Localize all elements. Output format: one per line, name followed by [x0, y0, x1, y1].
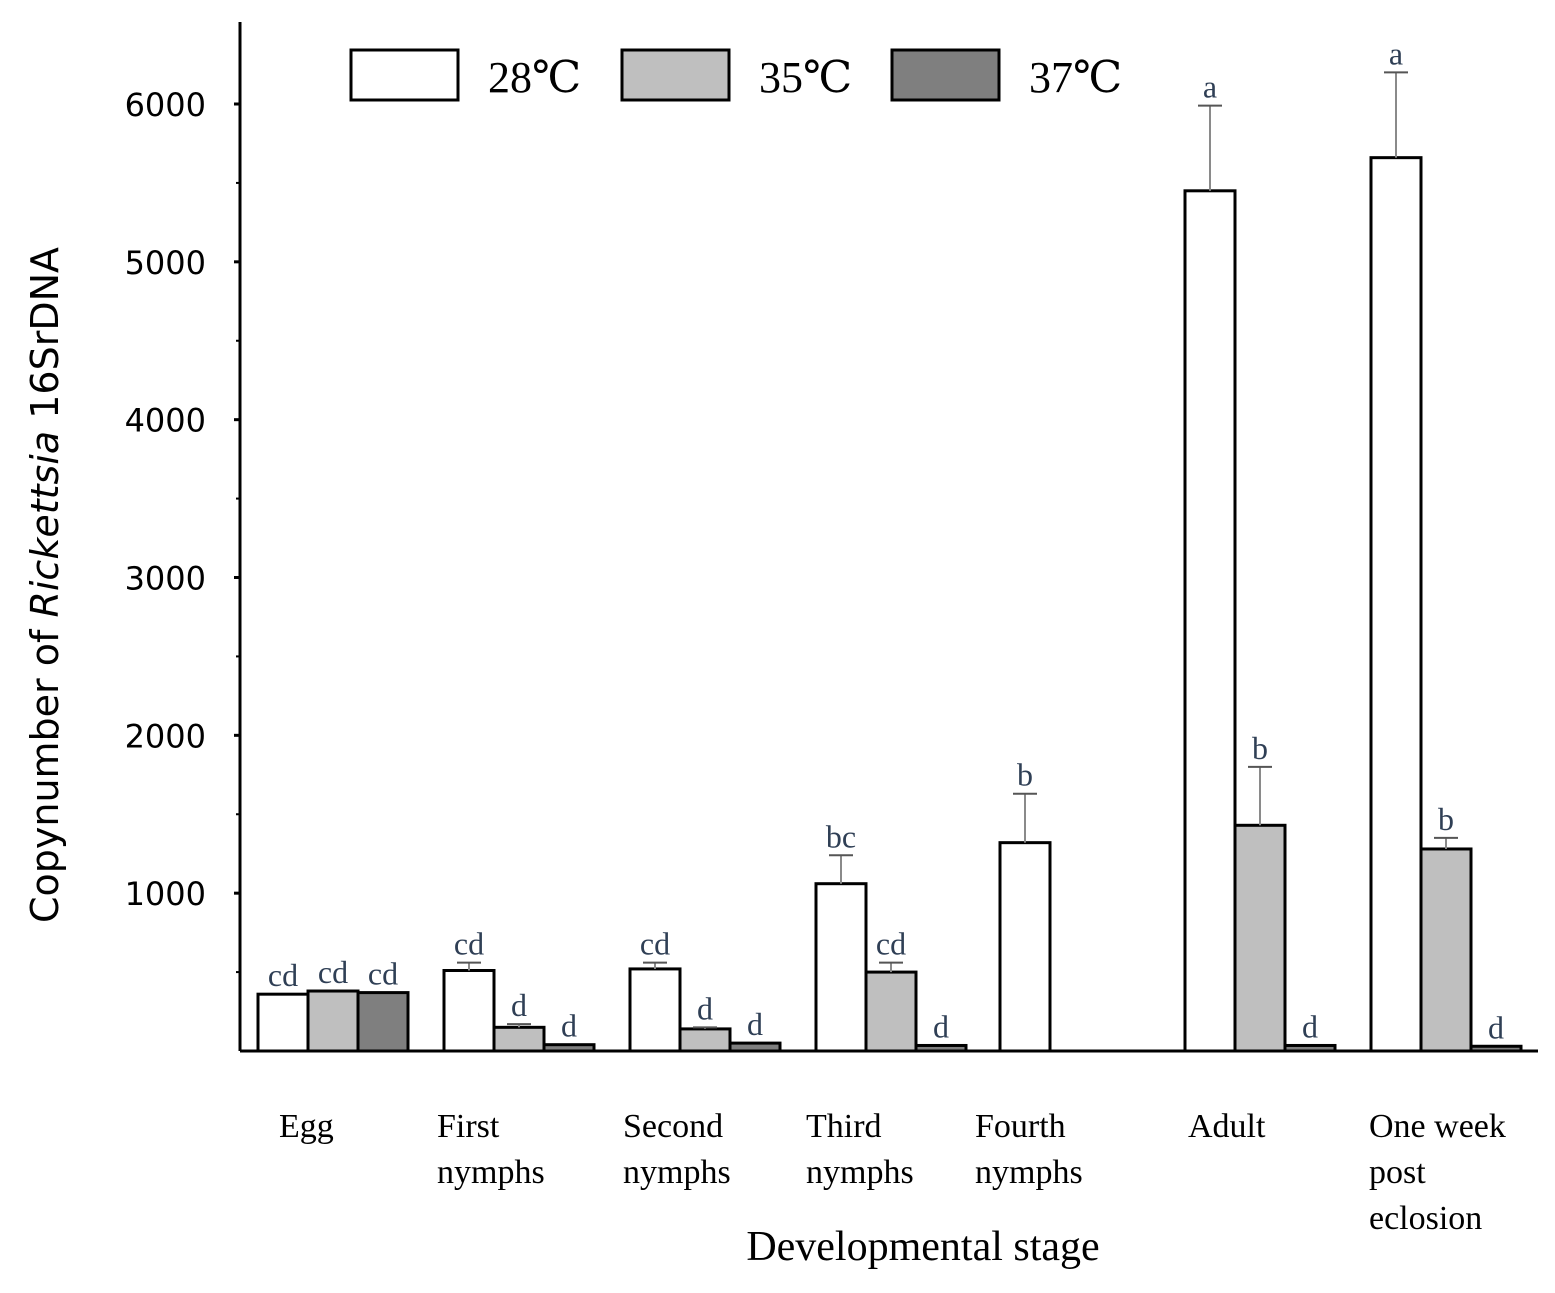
x-tick-label-line: Adult	[1188, 1108, 1266, 1145]
bar	[1183, 189, 1237, 1053]
significance-letter: cd	[318, 954, 348, 990]
bar	[256, 992, 310, 1053]
x-tick-label: Fourth nymphs	[975, 1108, 1083, 1191]
x-tick-label-line: nymphs	[806, 1154, 914, 1191]
significance-letter: d	[561, 1008, 577, 1044]
significance-letter: d	[511, 987, 527, 1023]
bar	[1233, 823, 1287, 1053]
bar	[814, 882, 868, 1053]
x-tick-label-line: Second	[623, 1108, 723, 1145]
significance-letter: cd	[640, 926, 670, 962]
y-tick-label: 4000	[125, 402, 206, 440]
significance-letter: d	[747, 1006, 763, 1042]
x-tick-label: Egg	[279, 1108, 334, 1145]
legend-label: 28℃	[488, 53, 581, 102]
legend-label: 35℃	[759, 53, 852, 102]
significance-letter: a	[1203, 69, 1217, 105]
y-tick-label: 2000	[125, 717, 206, 755]
x-tick-label: Second nymphs	[623, 1108, 731, 1191]
bar	[442, 969, 496, 1053]
y-tick-label: 6000	[125, 86, 206, 124]
x-tick-label: First nymphs	[437, 1108, 545, 1191]
legend-label: 37℃	[1029, 53, 1122, 102]
bar	[678, 1027, 732, 1053]
significance-letter: cd	[268, 957, 298, 993]
significance-letter: b	[1438, 801, 1454, 837]
bar	[356, 991, 410, 1053]
x-tick-label-line: Fourth	[975, 1108, 1066, 1145]
bar	[1369, 156, 1423, 1053]
x-tick-label-line: One week	[1369, 1108, 1506, 1145]
significance-letter: b	[1252, 730, 1268, 766]
significance-letter: d	[697, 990, 713, 1026]
legend-swatch	[890, 48, 1001, 102]
x-tick-label-line: Third	[806, 1108, 882, 1145]
significance-letter: d	[933, 1008, 949, 1044]
legend-swatch	[620, 48, 731, 102]
legend: 28℃ 35℃ 37℃	[349, 48, 1122, 102]
x-tick-label-line: eclosion	[1369, 1200, 1482, 1237]
y-axis-title-prefix: Copynumber of	[23, 618, 67, 923]
significance-letter: d	[1302, 1008, 1318, 1044]
y-axis: 1000 2000 3000 4000 5000 6000	[125, 22, 242, 1051]
x-tick-label-line: nymphs	[623, 1154, 731, 1191]
x-tick-label-line: nymphs	[975, 1154, 1083, 1191]
y-tick-label: 1000	[125, 875, 206, 913]
x-tick-label: Third nymphs	[806, 1108, 914, 1191]
legend-swatch	[349, 48, 460, 102]
bar	[306, 989, 360, 1053]
y-tick-label: 5000	[125, 244, 206, 282]
bar	[998, 841, 1052, 1053]
significance-letter: cd	[876, 926, 906, 962]
y-axis-title-suffix: 16SrDNA	[23, 247, 67, 431]
significance-letter: a	[1389, 35, 1403, 71]
bar	[492, 1025, 546, 1053]
x-tick-label-line: Egg	[279, 1108, 334, 1145]
significance-letter: cd	[454, 926, 484, 962]
y-axis-title: Copynumber of Rickettsia 16SrDNA	[23, 247, 67, 923]
x-tick-label-line: post	[1369, 1154, 1426, 1191]
significance-letter: cd	[368, 956, 398, 992]
y-axis-title-italic: Rickettsia	[23, 431, 67, 618]
x-tick-label-line: First	[437, 1108, 500, 1145]
significance-letter: b	[1017, 757, 1033, 793]
bar	[628, 967, 682, 1053]
x-tick-label: Adult	[1188, 1108, 1266, 1145]
y-tick-label: 3000	[125, 560, 206, 598]
x-axis-title: Developmental stage	[746, 1224, 1099, 1270]
x-tick-label: One week post eclosion	[1369, 1108, 1506, 1237]
x-tick-label-line: nymphs	[437, 1154, 545, 1191]
bar	[1419, 847, 1473, 1053]
significance-letter: bc	[826, 818, 856, 854]
bar	[864, 970, 918, 1053]
significance-letter: d	[1488, 1009, 1504, 1045]
